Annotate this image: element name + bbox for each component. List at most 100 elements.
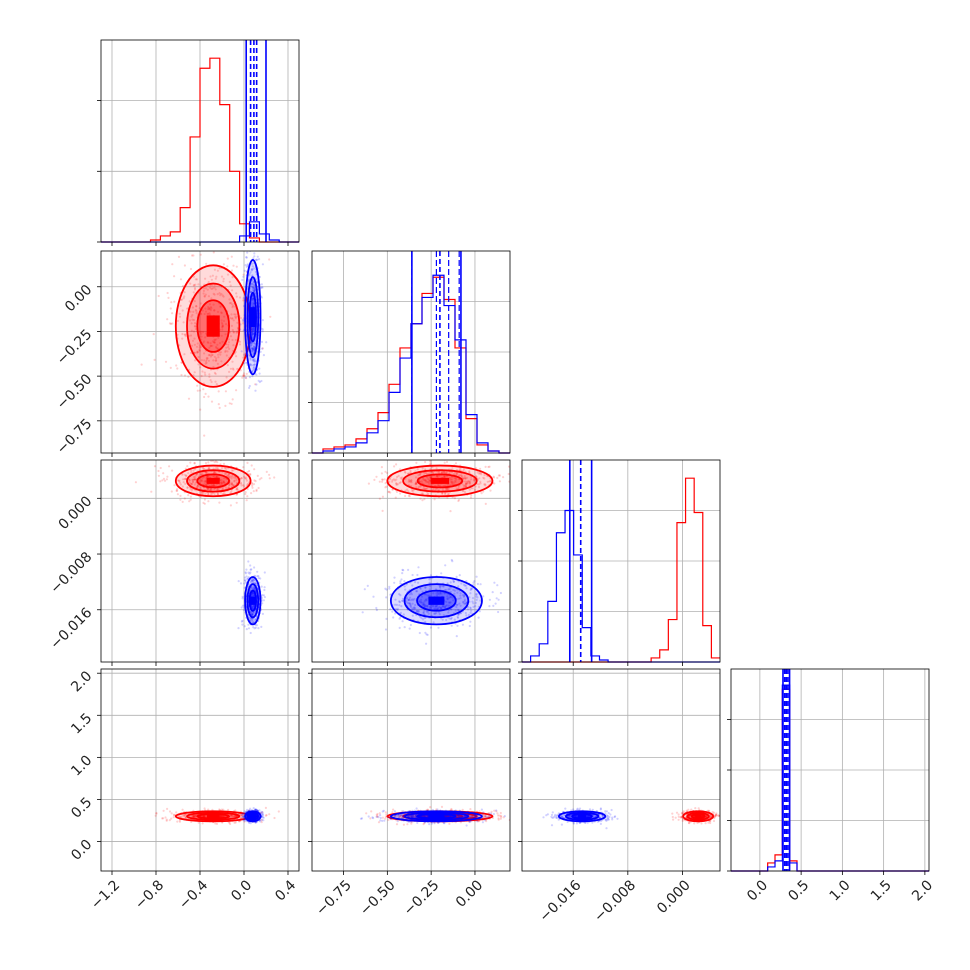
red-sample-point — [194, 327, 197, 331]
blue-sample-point — [492, 604, 495, 608]
red-sample-point — [242, 273, 245, 276]
blue-sample-point — [249, 617, 252, 620]
red-sample-point — [441, 488, 444, 491]
red-sample-point — [175, 488, 179, 491]
blue-sample-point — [422, 610, 425, 614]
red-sample-point — [203, 294, 206, 298]
red-sample-point — [211, 340, 214, 343]
blue-sample-point — [472, 605, 475, 609]
red-sample-point — [370, 810, 373, 813]
red-sample-point — [235, 295, 238, 298]
blue-sample-point — [253, 581, 256, 585]
blue-sample-point — [488, 605, 491, 608]
blue-sample-point — [255, 383, 258, 386]
blue-sample-point — [418, 631, 421, 635]
red-sample-point — [477, 483, 480, 486]
red-sample-point — [208, 307, 211, 310]
red-sample-point — [243, 477, 246, 480]
blue-sample-point — [434, 608, 437, 611]
red-sample-point — [193, 287, 197, 290]
red-sample-point — [202, 292, 205, 295]
blue-sample-point — [407, 568, 410, 572]
blue-sample-point — [254, 808, 257, 812]
red-sample-point — [207, 461, 210, 464]
blue-sample-point — [262, 819, 265, 822]
red-sample-point — [225, 346, 228, 349]
red-sample-point — [191, 248, 193, 250]
blue-sample-point — [252, 327, 255, 330]
red-sample-point — [424, 468, 427, 471]
red-sample-point — [201, 476, 204, 480]
red-sample-point — [449, 478, 452, 481]
red-sample-point — [220, 319, 223, 322]
blue-sample-point — [403, 626, 406, 629]
red-sample-point — [395, 482, 398, 485]
red-sample-point — [134, 481, 137, 484]
blue-sample-point — [253, 587, 256, 591]
red-sample-point — [227, 473, 231, 476]
red-sample-point — [397, 474, 400, 477]
blue-sample-point — [250, 282, 253, 285]
red-sample-point — [193, 478, 196, 481]
red-sample-point — [181, 500, 184, 503]
blue-sample-point — [428, 823, 431, 826]
blue-sample-point — [408, 602, 411, 605]
red-sample-point — [190, 344, 194, 347]
red-sample-point — [229, 814, 232, 818]
blue-sample-point — [250, 364, 253, 367]
blue-sample-point — [446, 597, 449, 600]
blue-sample-point — [239, 328, 242, 331]
red-sample-point — [195, 345, 199, 348]
blue-sample-point — [432, 592, 435, 595]
red-sample-point — [240, 477, 243, 480]
red-sample-point — [507, 472, 510, 476]
red-sample-point — [242, 356, 245, 359]
red-sample-point — [380, 466, 383, 469]
red-sample-point — [415, 482, 418, 486]
red-sample-point — [188, 319, 192, 322]
red-sample-point — [196, 389, 199, 392]
blue-sample-point — [441, 605, 444, 608]
blue-sample-point — [393, 581, 396, 584]
blue-sample-point — [252, 345, 255, 348]
blue-sample-point — [253, 578, 256, 581]
blue-sample-point — [422, 611, 425, 615]
red-sample-point — [478, 477, 481, 480]
red-sample-point — [236, 331, 239, 334]
red-sample-point — [239, 814, 242, 817]
blue-sample-point — [250, 580, 253, 583]
blue-sample-point — [249, 190, 251, 192]
blue-sample-point — [240, 813, 244, 816]
red-sample-point — [221, 328, 224, 331]
red-sample-point — [445, 475, 448, 478]
blue-sample-point — [252, 286, 255, 289]
red-sample-point — [219, 305, 222, 308]
red-sample-point — [207, 395, 210, 398]
red-sample-point — [205, 361, 208, 364]
blue-sample-point — [443, 606, 446, 609]
blue-sample-point — [450, 624, 453, 627]
blue-sample-point — [418, 600, 421, 603]
blue-sample-point — [446, 582, 449, 585]
blue-sample-point — [258, 367, 261, 370]
red-sample-point — [414, 476, 418, 479]
red-sample-point — [411, 814, 414, 817]
blue-sample-point — [414, 603, 417, 607]
blue-sample-point — [260, 283, 263, 286]
red-sample-point — [183, 353, 186, 356]
blue-sample-point — [401, 599, 404, 602]
blue-sample-point — [249, 357, 252, 360]
red-sample-point — [391, 480, 394, 483]
red-sample-point — [463, 477, 466, 480]
red-sample-point — [420, 492, 423, 495]
red-sample-point — [211, 475, 214, 478]
red-sample-point — [201, 491, 204, 494]
blue-sample-point — [248, 386, 251, 389]
blue-sample-point — [379, 816, 382, 820]
blue-sample-point — [416, 573, 419, 577]
red-sample-point — [235, 493, 238, 496]
blue-sample-point — [251, 331, 254, 334]
red-sample-point — [414, 483, 417, 486]
red-sample-point — [166, 291, 169, 295]
red-sample-point — [170, 322, 173, 325]
